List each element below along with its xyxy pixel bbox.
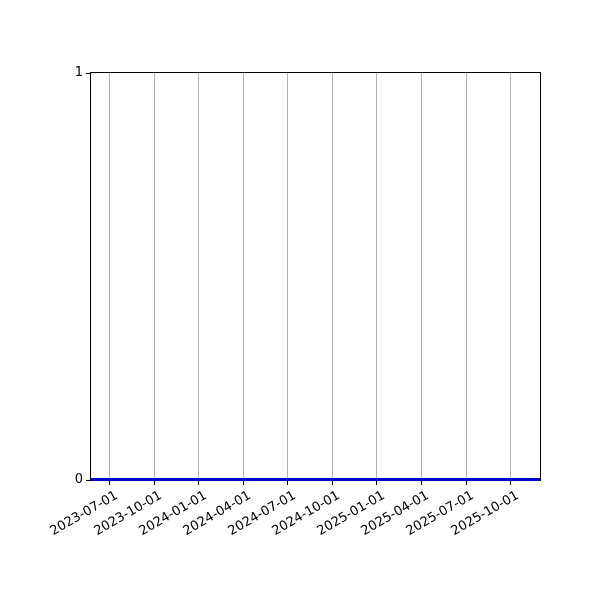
y-tick-mark <box>86 480 90 481</box>
vertical-gridline <box>198 73 200 480</box>
y-tick-mark <box>86 73 90 74</box>
x-tick-mark <box>287 481 289 485</box>
x-tick-mark <box>376 481 378 485</box>
x-tick-mark <box>153 481 155 485</box>
vertical-gridline <box>331 73 333 480</box>
plot-area <box>90 72 541 481</box>
x-tick-mark <box>198 481 200 485</box>
x-tick-mark <box>331 481 333 485</box>
x-tick-mark <box>421 481 422 485</box>
y-tick-label: 1 <box>74 65 83 80</box>
vertical-gridline <box>465 73 467 480</box>
vertical-gridline <box>421 73 422 480</box>
x-tick-mark <box>109 481 111 485</box>
vertical-gridline <box>109 73 111 480</box>
vertical-gridline <box>376 73 378 480</box>
vertical-gridline <box>287 73 289 480</box>
x-tick-mark <box>510 481 512 485</box>
y-tick-label: 0 <box>74 472 83 487</box>
vertical-gridline <box>153 73 155 480</box>
series-line-flat-zero-series <box>91 478 540 481</box>
x-tick-mark <box>242 481 244 485</box>
vertical-gridline <box>510 73 512 480</box>
vertical-gridline <box>242 73 244 480</box>
x-tick-mark <box>465 481 467 485</box>
